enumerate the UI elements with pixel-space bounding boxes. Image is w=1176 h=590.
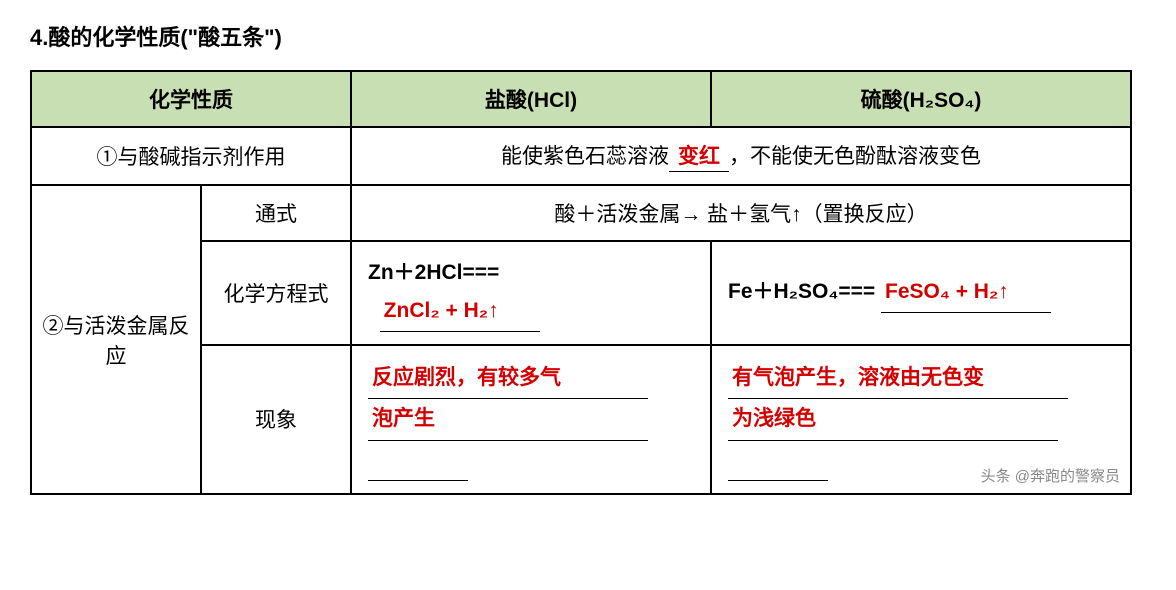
header-h2so4: 硫酸(H₂SO₄) bbox=[711, 71, 1131, 127]
indicator-label: ①与酸碱指示剂作用 bbox=[31, 127, 351, 185]
hcl-eq-answer: ZnCl₂ + H₂↑ bbox=[380, 292, 540, 332]
general-formula-content: 酸＋活泼金属→ 盐＋氢气↑（置换反应） bbox=[351, 185, 1131, 241]
table-header-row: 化学性质 盐酸(HCl) 硫酸(H₂SO₄) bbox=[31, 71, 1131, 127]
header-hcl: 盐酸(HCl) bbox=[351, 71, 711, 127]
indicator-content: 能使紫色石蕊溶液变红，不能使无色酚酞溶液变色 bbox=[351, 127, 1131, 185]
hcl-ph-line2: 泡产生 bbox=[368, 399, 468, 441]
h2so4-eq-lhs: Fe＋H₂SO₄=== bbox=[728, 280, 875, 303]
general-formula-label: 通式 bbox=[201, 185, 351, 241]
blank-line bbox=[728, 456, 828, 481]
blank-line bbox=[848, 416, 1058, 441]
header-property: 化学性质 bbox=[31, 71, 351, 127]
section-title: 4.酸的化学性质("酸五条") bbox=[30, 20, 1146, 52]
hcl-ph-line1: 反应剧烈，有较多气 bbox=[368, 358, 648, 400]
acid-properties-table: 化学性质 盐酸(HCl) 硫酸(H₂SO₄) ①与酸碱指示剂作用 能使紫色石蕊溶… bbox=[30, 70, 1132, 495]
h2so4-phenomenon: 有气泡产生，溶液由无色变 为浅绿色 头条 @奔跑的警察员 bbox=[711, 345, 1131, 495]
indicator-text-after: ，不能使无色酚酞溶液变色 bbox=[729, 145, 981, 168]
phenomenon-label: 现象 bbox=[201, 345, 351, 495]
equation-label: 化学方程式 bbox=[201, 241, 351, 345]
indicator-answer: 变红 bbox=[669, 140, 729, 172]
blank-line bbox=[468, 416, 648, 441]
hcl-equation: Zn＋2HCl=== ZnCl₂ + H₂↑ bbox=[351, 241, 711, 345]
h2so4-equation: Fe＋H₂SO₄=== FeSO₄ + H₂↑ bbox=[711, 241, 1131, 345]
h2so4-ph-line1: 有气泡产生，溶液由无色变 bbox=[728, 358, 1068, 400]
metal-reaction-label: ②与活泼金属反应 bbox=[31, 185, 201, 494]
row-general-formula: ②与活泼金属反应 通式 酸＋活泼金属→ 盐＋氢气↑（置换反应） bbox=[31, 185, 1131, 241]
watermark-text: 头条 @奔跑的警察员 bbox=[981, 463, 1120, 492]
blank-line bbox=[368, 456, 468, 481]
h2so4-ph-line2: 为浅绿色 bbox=[728, 399, 848, 441]
h2so4-eq-answer: FeSO₄ + H₂↑ bbox=[881, 273, 1051, 313]
row-indicator: ①与酸碱指示剂作用 能使紫色石蕊溶液变红，不能使无色酚酞溶液变色 bbox=[31, 127, 1131, 185]
hcl-phenomenon: 反应剧烈，有较多气 泡产生 bbox=[351, 345, 711, 495]
indicator-text-before: 能使紫色石蕊溶液 bbox=[501, 145, 669, 168]
hcl-eq-lhs: Zn＋2HCl=== bbox=[368, 261, 499, 284]
